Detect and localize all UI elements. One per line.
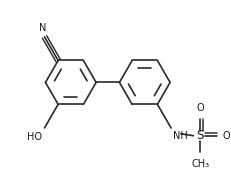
Text: NH: NH	[173, 131, 188, 141]
Text: CH₃: CH₃	[191, 159, 209, 169]
Text: S: S	[197, 129, 204, 142]
Text: HO: HO	[27, 132, 42, 142]
Text: O: O	[196, 103, 204, 113]
Text: N: N	[39, 23, 47, 33]
Text: O: O	[223, 131, 230, 141]
